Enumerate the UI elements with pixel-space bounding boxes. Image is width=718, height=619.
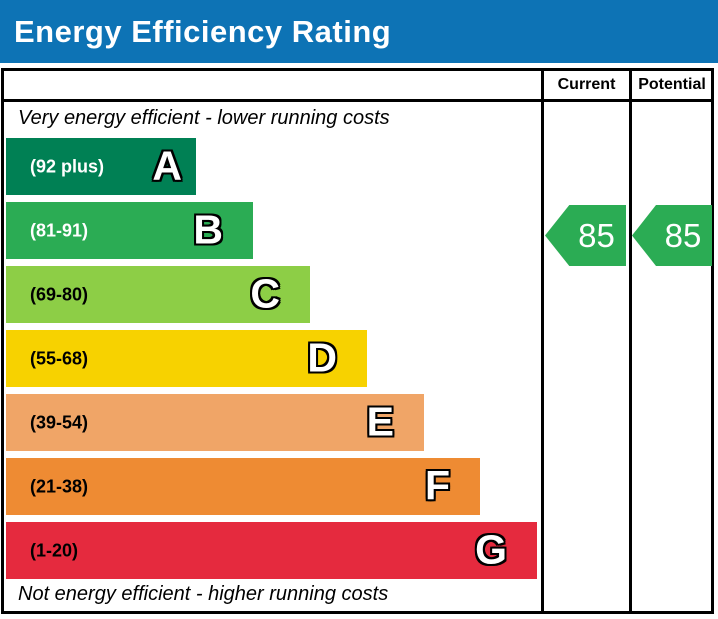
band-e: (39-54) E [6, 394, 424, 451]
top-note: Very energy efficient - lower running co… [18, 107, 390, 129]
band-d: (55-68) D [6, 330, 367, 387]
epc-rating-table: Current Potential Very energy efficient … [1, 68, 714, 614]
current-rating-arrow: 85 [545, 205, 626, 266]
band-c-range: (69-80) [30, 284, 89, 304]
band-f-letter: F [424, 462, 450, 509]
band-g-range: (1-20) [30, 540, 79, 560]
current-column-divider [541, 71, 544, 611]
band-f-range: (21-38) [30, 476, 89, 496]
potential-rating-value: 85 [664, 216, 702, 254]
band-f: (21-38) F [6, 458, 480, 515]
potential-rating-arrow: 85 [632, 205, 712, 266]
band-g-letter: G [475, 526, 507, 573]
potential-column-header: Potential [638, 76, 706, 93]
band-c: (69-80) C [6, 266, 310, 323]
current-rating-value: 85 [578, 216, 615, 254]
header-divider-line [4, 99, 711, 102]
band-e-range: (39-54) [30, 412, 89, 432]
band-a: (92 plus) A [6, 138, 196, 195]
band-b-letter: B [193, 206, 223, 253]
potential-column-divider [629, 71, 632, 611]
page-title: Energy Efficiency Rating [14, 13, 392, 49]
band-c-letter: C [250, 270, 280, 317]
band-g: (1-20) G [6, 522, 537, 579]
band-b: (81-91) B [6, 202, 253, 259]
band-a-letter: A [152, 142, 182, 189]
title-bar: Energy Efficiency Rating [0, 0, 718, 63]
bottom-note: Not energy efficient - higher running co… [18, 583, 389, 605]
band-e-letter: E [366, 398, 394, 445]
band-d-letter: D [307, 334, 337, 381]
band-b-range: (81-91) [30, 220, 89, 240]
band-d-range: (55-68) [30, 348, 89, 368]
current-column-header: Current [557, 76, 616, 93]
band-a-range: (92 plus) [30, 156, 105, 176]
